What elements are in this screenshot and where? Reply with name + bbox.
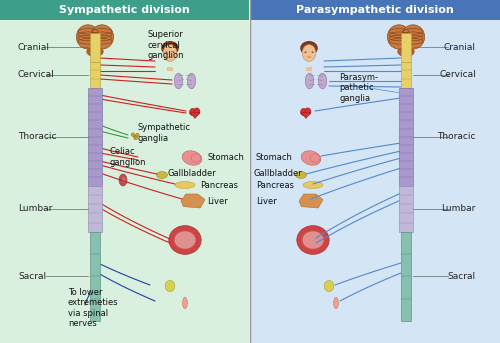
Ellipse shape (398, 47, 414, 57)
Ellipse shape (131, 133, 134, 137)
Ellipse shape (300, 108, 306, 115)
Text: Parasympathetic division: Parasympathetic division (296, 5, 454, 15)
Ellipse shape (175, 181, 195, 189)
Bar (88, 88, 102, 186)
Ellipse shape (122, 177, 126, 183)
Ellipse shape (188, 73, 196, 89)
Bar (167, 67, 173, 71)
Bar (401, 33, 411, 62)
Text: Liver: Liver (256, 197, 277, 205)
Ellipse shape (297, 226, 329, 255)
Text: Cervical: Cervical (18, 70, 55, 79)
Text: Cervical: Cervical (440, 70, 476, 79)
Ellipse shape (90, 25, 114, 49)
Text: Parasym-
pathetic
ganglia: Parasym- pathetic ganglia (339, 73, 378, 103)
Bar (401, 232, 411, 321)
Ellipse shape (324, 280, 334, 292)
Bar (0, 0, 249, 20)
Ellipse shape (190, 108, 196, 115)
Ellipse shape (312, 51, 314, 53)
Text: Pancreas: Pancreas (200, 180, 238, 189)
Text: Stomach: Stomach (256, 154, 293, 163)
Polygon shape (301, 113, 311, 118)
Text: Superior
cervical
ganglion: Superior cervical ganglion (147, 30, 184, 60)
Ellipse shape (318, 73, 326, 89)
Ellipse shape (302, 231, 324, 249)
Text: Lumbar: Lumbar (18, 204, 52, 213)
Bar (0, 0, 249, 343)
Text: Thoracic: Thoracic (18, 132, 57, 141)
Ellipse shape (300, 41, 318, 56)
Bar (90, 62, 100, 88)
Ellipse shape (119, 174, 127, 186)
Bar (306, 67, 312, 71)
Ellipse shape (388, 25, 410, 49)
Bar (94, 50, 96, 61)
Text: Cranial: Cranial (18, 43, 50, 52)
Text: Sympathetic
ganglia: Sympathetic ganglia (138, 123, 191, 143)
Polygon shape (190, 113, 200, 118)
Ellipse shape (302, 45, 316, 61)
Ellipse shape (172, 51, 174, 53)
Ellipse shape (194, 108, 200, 115)
Bar (251, 0, 500, 20)
Ellipse shape (307, 56, 311, 58)
Ellipse shape (301, 151, 321, 165)
Bar (404, 50, 407, 61)
Text: Cranial: Cranial (444, 43, 476, 52)
Bar (251, 0, 500, 343)
Text: Sacral: Sacral (448, 272, 476, 281)
Polygon shape (181, 194, 205, 208)
Ellipse shape (174, 73, 182, 89)
Text: Liver: Liver (207, 197, 228, 205)
Ellipse shape (402, 25, 424, 49)
Text: Pancreas: Pancreas (256, 180, 294, 189)
Text: Celiac
ganglion: Celiac ganglion (110, 147, 146, 167)
Ellipse shape (133, 135, 137, 139)
Ellipse shape (169, 226, 201, 255)
Ellipse shape (161, 41, 179, 56)
Ellipse shape (306, 73, 314, 89)
Text: Gallbladder: Gallbladder (253, 168, 302, 177)
Ellipse shape (87, 47, 104, 57)
Ellipse shape (303, 181, 323, 189)
Text: To lower
extremeties
via spinal
nerves: To lower extremeties via spinal nerves (68, 288, 118, 328)
Text: Stomach: Stomach (207, 154, 244, 163)
Ellipse shape (163, 45, 177, 61)
Bar (399, 88, 413, 186)
Polygon shape (299, 194, 323, 208)
Ellipse shape (174, 231, 196, 249)
Ellipse shape (182, 297, 188, 309)
Ellipse shape (165, 280, 175, 292)
Ellipse shape (296, 172, 306, 178)
Ellipse shape (76, 25, 100, 49)
Ellipse shape (304, 51, 306, 53)
Bar (401, 62, 411, 88)
Ellipse shape (305, 108, 311, 115)
Bar (90, 33, 100, 62)
Ellipse shape (156, 172, 168, 178)
Ellipse shape (168, 56, 172, 58)
Ellipse shape (334, 297, 338, 309)
Ellipse shape (166, 51, 168, 53)
Bar (90, 232, 100, 321)
Ellipse shape (134, 137, 138, 140)
Bar (399, 186, 413, 232)
Text: Gallbladder: Gallbladder (168, 168, 217, 177)
Ellipse shape (182, 151, 202, 165)
Text: Lumbar: Lumbar (442, 204, 476, 213)
Bar (88, 186, 102, 232)
Text: Sympathetic division: Sympathetic division (58, 5, 190, 15)
Text: Sacral: Sacral (18, 272, 46, 281)
Ellipse shape (136, 133, 139, 137)
Text: Thoracic: Thoracic (438, 132, 476, 141)
